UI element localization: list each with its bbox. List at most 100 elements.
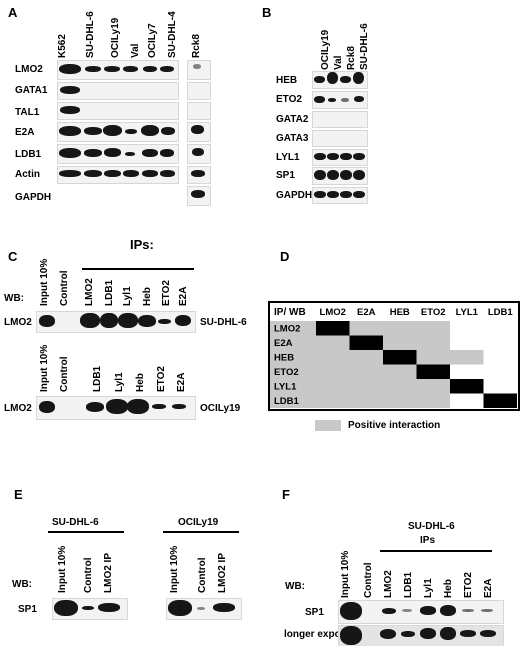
blot-band: [353, 191, 365, 198]
blot-band: [314, 76, 325, 83]
panel-c-bottom-lane: LDB1: [92, 365, 103, 392]
blot-band: [158, 319, 171, 324]
blot-strip: [312, 111, 368, 128]
matrix-column-label: ETO2: [421, 307, 446, 318]
panel-e-lane-label: LMO2 IP: [103, 552, 114, 593]
row-label-shade: [270, 321, 316, 408]
blot-band: [82, 606, 94, 610]
diagonal-cell: [483, 393, 517, 408]
panel-e-lane-label: Control: [197, 557, 208, 593]
blot-band: [420, 628, 436, 639]
panel-e-lane-label: LMO2 IP: [217, 552, 228, 593]
panel-c-bottom-cell-line: OCILy19: [200, 403, 241, 414]
blot-band: [341, 98, 349, 102]
panel-b-lane-label: Rck8: [346, 46, 357, 70]
panel-e-lane-label: Control: [83, 557, 94, 593]
blot-band: [401, 631, 415, 637]
blot-band: [104, 170, 121, 177]
blot-band: [104, 66, 120, 72]
matrix-column-label: E2A: [357, 307, 376, 318]
panel-f-wb-label: WB:: [285, 581, 305, 592]
blot-band: [314, 170, 326, 180]
positive-region: [316, 379, 450, 408]
blot-band: [60, 86, 80, 94]
panel-a-lane-label: SU-DHL-4: [167, 11, 178, 58]
positive-cell: [450, 350, 484, 365]
blot-band: [103, 125, 122, 136]
blot-band: [420, 606, 436, 615]
blot-strip: [57, 102, 179, 120]
matrix-row-label: LYL1: [274, 382, 297, 393]
matrix-row-label: E2A: [274, 338, 293, 349]
blot-strip: [312, 91, 368, 109]
blot-band: [172, 404, 186, 409]
blot-band: [340, 602, 362, 620]
blot-band: [354, 96, 364, 102]
blot-band: [440, 605, 456, 616]
panel-b-row-label: GATA3: [276, 133, 309, 144]
panel-f-lane-label: Lyl1: [423, 578, 434, 598]
panel-f-lane-label: LDB1: [403, 571, 414, 598]
blot-band: [100, 313, 118, 328]
blot-band: [191, 125, 204, 134]
panel-a-lane-label: SU-DHL-6: [85, 11, 96, 58]
blot-band: [327, 170, 339, 180]
panel-e-lane-label: Input 10%: [57, 545, 68, 593]
matrix-row-label: LMO2: [274, 324, 300, 335]
blot-band: [340, 76, 351, 83]
blot-band: [142, 170, 158, 177]
blot-band: [440, 627, 456, 640]
panel-b-lane-label: SU-DHL-6: [359, 23, 370, 70]
panel-f-lane-label: Input 10%: [340, 550, 351, 598]
blot-band: [160, 170, 175, 177]
panel-e-group-label: OCILy19: [178, 517, 219, 528]
blot-band: [39, 315, 55, 327]
blot-band: [353, 72, 364, 84]
diagonal-cell: [349, 335, 383, 350]
blot-band: [327, 72, 338, 84]
diagonal-cell: [316, 321, 350, 336]
panel-c-top-lane: LMO2: [84, 278, 95, 306]
blot-band: [60, 106, 80, 114]
blot-band: [462, 609, 474, 612]
ips-bracket: [380, 550, 492, 552]
panel-a-row-label: TAL1: [15, 107, 40, 118]
panel-e-group-label: SU-DHL-6: [52, 517, 99, 528]
panel-b-lane-label: OCILy19: [320, 29, 331, 70]
panel-f-lane-label: ETO2: [463, 572, 474, 598]
panel-a-lane-label: OCILy7: [147, 23, 158, 58]
panel-b-lane-label: Val: [333, 55, 344, 70]
matrix-row-label: HEB: [274, 353, 294, 364]
blot-band: [39, 401, 55, 413]
blot-band: [59, 126, 81, 136]
panel-c-top-lane: ETO2: [161, 280, 172, 306]
blot-band: [340, 191, 352, 198]
blot-band: [481, 609, 493, 612]
panel-b-row-label: HEB: [276, 75, 298, 86]
matrix-row-label: LDB1: [274, 396, 300, 407]
blot-band: [160, 149, 174, 157]
blot-band: [59, 64, 81, 74]
matrix-column-label: LYL1: [456, 307, 479, 318]
blot-band: [480, 630, 496, 637]
blot-strip: [57, 82, 179, 100]
panel-c-top-lane: Heb: [142, 287, 153, 306]
blot-band: [59, 148, 81, 158]
panel-f-subtitle: IPs: [420, 535, 436, 546]
blot-band: [125, 152, 135, 156]
legend-swatch: [315, 420, 341, 431]
matrix-column-label: LDB1: [488, 307, 514, 318]
blot-band: [142, 149, 158, 157]
blot-band: [460, 630, 476, 637]
blot-band: [340, 170, 352, 180]
panel-c-bottom-lane: Input 10%: [39, 344, 50, 392]
blot-band: [86, 402, 104, 412]
blot-strip: [187, 102, 211, 120]
panel-c-top-lane: Input 10%: [39, 258, 50, 306]
blot-band: [314, 96, 325, 103]
panel-e-lane-label: Input 10%: [169, 545, 180, 593]
blot-band: [80, 313, 100, 328]
panel-a-row-label: LMO2: [15, 64, 43, 75]
blot-band: [328, 98, 336, 102]
